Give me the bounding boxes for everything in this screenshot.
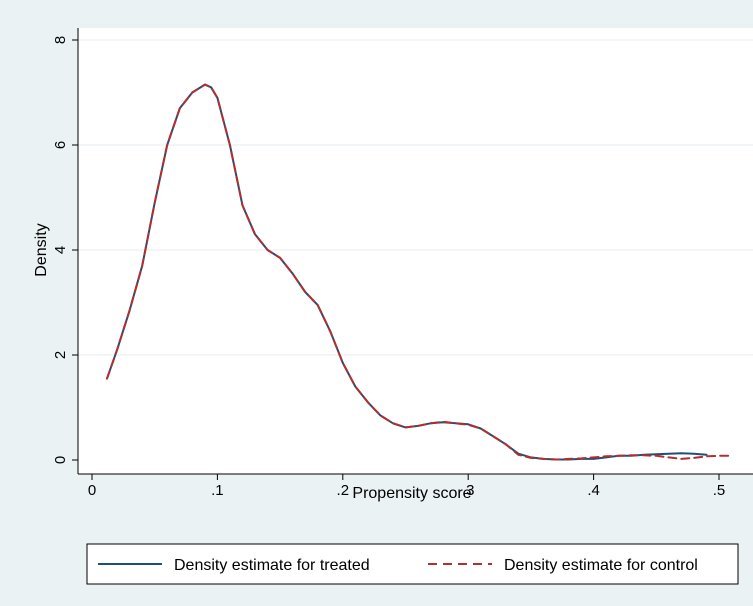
- series-line-control: [106, 83, 733, 461]
- y-axis-title: Density: [33, 223, 50, 276]
- y-tick-label-3: 6: [52, 141, 69, 149]
- series-group: [106, 83, 733, 461]
- x-tick-label-0: 0: [88, 482, 96, 499]
- y-tick-label-4: 8: [52, 36, 69, 44]
- gridlines: [78, 39, 753, 356]
- x-axis-title: Propensity score: [352, 485, 471, 502]
- x-tick-label-2: .2: [337, 482, 350, 499]
- x-tick-label-3: .3: [462, 482, 475, 499]
- plot-area: [78, 28, 753, 474]
- x-tick-label-5: .5: [713, 482, 726, 499]
- x-ticks: 0 .1 .2 .3 .4 .5: [88, 474, 725, 499]
- legend-label-control: Density estimate for control: [504, 557, 698, 574]
- y-tick-label-1: 2: [52, 351, 69, 359]
- legend-label-treated: Density estimate for treated: [174, 557, 370, 574]
- legend-box: [86, 543, 739, 585]
- x-tick-label-1: .1: [211, 482, 224, 499]
- y-tick-label-0: 0: [52, 456, 69, 464]
- y-tick-label-2: 4: [52, 246, 69, 254]
- legend: Density estimate for treated Density est…: [86, 543, 739, 585]
- x-tick-label-4: .4: [587, 482, 600, 499]
- y-ticks: 0 2 4 6 8: [52, 36, 78, 464]
